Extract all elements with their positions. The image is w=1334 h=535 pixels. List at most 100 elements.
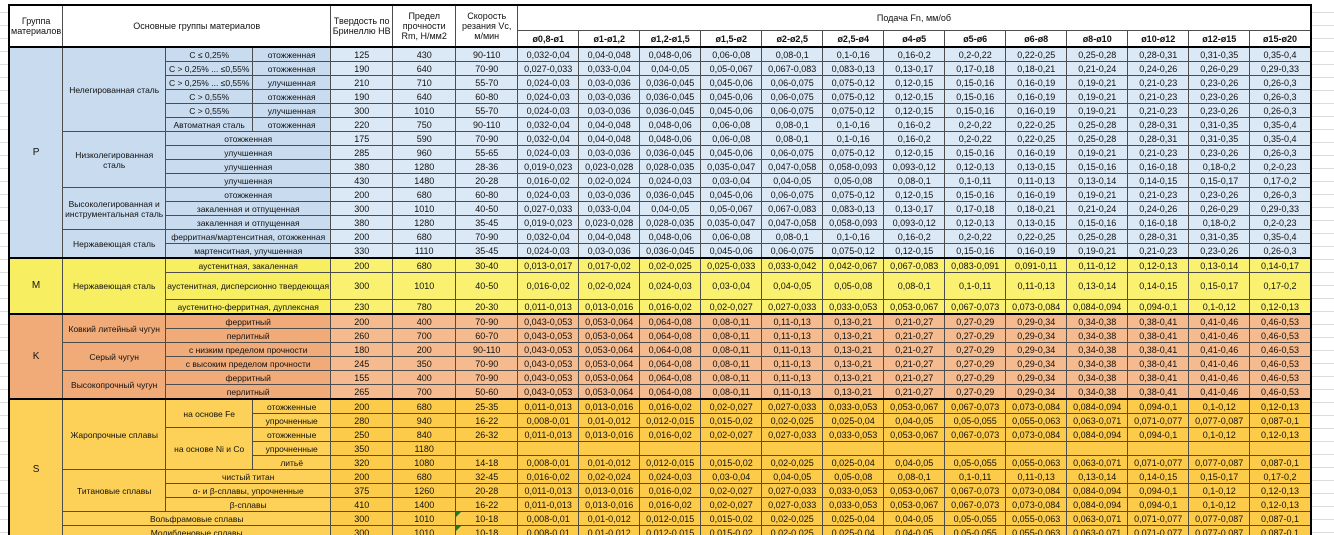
- feed-cell[interactable]: 0,067-0,083: [761, 61, 824, 76]
- feed-cell[interactable]: 0,13-0,14: [1188, 257, 1251, 273]
- feed-cell[interactable]: 0,06-0,08: [700, 229, 763, 244]
- feed-column-header[interactable]: ø5-ø6: [944, 30, 1007, 48]
- feed-cell[interactable]: 0,024-0,03: [639, 173, 702, 188]
- feed-cell[interactable]: 0,15-0,16: [944, 187, 1007, 202]
- strength-cell[interactable]: 840: [392, 427, 457, 442]
- feed-cell[interactable]: 0,04-0,05: [883, 413, 946, 428]
- strength-cell[interactable]: 1280: [392, 159, 457, 174]
- feed-cell[interactable]: 0,063-0,071: [1066, 511, 1129, 526]
- feed-cell[interactable]: 0,06-0,075: [761, 145, 824, 160]
- feed-cell[interactable]: 0,38-0,41: [1127, 384, 1190, 400]
- strength-cell[interactable]: 1280: [392, 215, 457, 230]
- feed-cell[interactable]: 0,1-0,16: [822, 117, 885, 132]
- strength-cell[interactable]: 1110: [392, 243, 457, 259]
- feed-cell[interactable]: [578, 441, 641, 456]
- feed-cell[interactable]: 0,064-0,08: [639, 384, 702, 400]
- feed-cell[interactable]: 0,14-0,15: [1127, 173, 1190, 188]
- feed-cell[interactable]: 0,12-0,13: [1249, 497, 1312, 512]
- condition-cell[interactable]: закаленная и отпущенная: [165, 215, 332, 230]
- feed-cell[interactable]: 0,01-0,012: [578, 455, 641, 470]
- family-cell[interactable]: Титановые сплавы: [62, 469, 167, 512]
- feed-cell[interactable]: 0,027-0,033: [761, 427, 824, 442]
- feed-cell[interactable]: 0,093-0,12: [883, 215, 946, 230]
- feed-cell[interactable]: 0,067-0,073: [944, 497, 1007, 512]
- feed-cell[interactable]: 0,08-0,1: [883, 469, 946, 484]
- feed-cell[interactable]: 0,045-0,06: [700, 145, 763, 160]
- feed-cell[interactable]: 0,11-0,13: [761, 342, 824, 357]
- family-cell[interactable]: Нержавеющая сталь: [62, 257, 167, 315]
- feed-cell[interactable]: 0,29-0,34: [1005, 342, 1068, 357]
- feed-cell[interactable]: 0,41-0,46: [1188, 384, 1251, 400]
- hardness-cell[interactable]: 200: [330, 229, 394, 244]
- speed-cell[interactable]: 60-80: [455, 187, 519, 202]
- feed-cell[interactable]: 0,24-0,26: [1127, 201, 1190, 216]
- feed-cell[interactable]: 0,16-0,2: [883, 229, 946, 244]
- feed-cell[interactable]: 0,087-0,1: [1249, 413, 1312, 428]
- feed-cell[interactable]: 0,27-0,29: [944, 313, 1007, 329]
- family-cell[interactable]: Высокопрочный чугун: [62, 370, 167, 400]
- feed-cell[interactable]: 0,08-0,11: [700, 328, 763, 343]
- subtype-cell[interactable]: C > 0,25% ... ≤0,55%: [165, 75, 254, 90]
- speed-cell[interactable]: 50-60: [455, 384, 519, 400]
- condition-cell[interactable]: отожженные: [252, 398, 332, 414]
- feed-cell[interactable]: 0,067-0,083: [883, 257, 946, 273]
- hardness-cell[interactable]: 300: [330, 511, 394, 526]
- feed-cell[interactable]: 0,21-0,23: [1127, 187, 1190, 202]
- feed-cell[interactable]: 0,013-0,016: [578, 427, 641, 442]
- feed-cell[interactable]: 0,084-0,094: [1066, 483, 1129, 498]
- family-cell[interactable]: Нелегированная сталь: [62, 46, 167, 132]
- feed-cell[interactable]: 0,053-0,064: [578, 328, 641, 343]
- feed-cell[interactable]: 0,06-0,075: [761, 187, 824, 202]
- feed-cell[interactable]: 0,24-0,26: [1127, 61, 1190, 76]
- feed-cell[interactable]: 0,027-0,033: [761, 497, 824, 512]
- feed-cell[interactable]: 0,075-0,12: [822, 145, 885, 160]
- feed-cell[interactable]: 0,34-0,38: [1066, 328, 1129, 343]
- feed-cell[interactable]: 0,094-0,1: [1127, 398, 1190, 414]
- feed-cell[interactable]: 0,22-0,25: [1005, 131, 1068, 146]
- feed-cell[interactable]: 0,12-0,13: [944, 159, 1007, 174]
- feed-cell[interactable]: 0,02-0,027: [700, 483, 763, 498]
- feed-cell[interactable]: 0,15-0,16: [944, 145, 1007, 160]
- speed-cell[interactable]: 40-50: [455, 272, 519, 300]
- speed-cell[interactable]: 20-28: [455, 483, 519, 498]
- feed-cell[interactable]: 0,26-0,29: [1188, 201, 1251, 216]
- strength-cell[interactable]: 940: [392, 413, 457, 428]
- condition-cell[interactable]: отожженная: [165, 187, 332, 202]
- feed-cell[interactable]: 0,06-0,08: [700, 131, 763, 146]
- hardness-cell[interactable]: 280: [330, 413, 394, 428]
- feed-cell[interactable]: 0,16-0,19: [1005, 187, 1068, 202]
- feed-cell[interactable]: 0,16-0,2: [883, 117, 946, 132]
- feed-cell[interactable]: 0,04-0,05: [761, 469, 824, 484]
- feed-cell[interactable]: 0,03-0,04: [700, 272, 763, 300]
- feed-cell[interactable]: 0,25-0,28: [1066, 117, 1129, 132]
- feed-column-header[interactable]: ø8-ø10: [1066, 30, 1129, 48]
- condition-cell[interactable]: упрочненные: [252, 441, 332, 456]
- feed-cell[interactable]: 0,1-0,12: [1188, 483, 1251, 498]
- feed-cell[interactable]: 0,016-0,02: [639, 398, 702, 414]
- feed-cell[interactable]: 0,26-0,3: [1249, 145, 1312, 160]
- subtype-cell[interactable]: на основе Ni и Co: [165, 427, 254, 470]
- feed-cell[interactable]: 0,27-0,29: [944, 370, 1007, 385]
- hardness-cell[interactable]: 180: [330, 342, 394, 357]
- hardness-cell[interactable]: 175: [330, 131, 394, 146]
- feed-cell[interactable]: 0,21-0,27: [883, 384, 946, 400]
- feed-cell[interactable]: 0,064-0,08: [639, 328, 702, 343]
- strength-cell[interactable]: 750: [392, 117, 457, 132]
- feed-cell[interactable]: 0,23-0,26: [1188, 75, 1251, 90]
- feed-cell[interactable]: 0,093-0,12: [883, 159, 946, 174]
- feed-cell[interactable]: 0,02-0,025: [761, 413, 824, 428]
- feed-cell[interactable]: 0,28-0,31: [1127, 46, 1190, 62]
- feed-cell[interactable]: 0,013-0,016: [578, 299, 641, 315]
- speed-cell[interactable]: 70-90: [455, 313, 519, 329]
- feed-cell[interactable]: 0,016-0,02: [639, 483, 702, 498]
- feed-cell[interactable]: 0,012-0,015: [639, 455, 702, 470]
- feed-cell[interactable]: 0,05-0,055: [944, 413, 1007, 428]
- feed-cell[interactable]: 0,1-0,11: [944, 173, 1007, 188]
- feed-cell[interactable]: 0,053-0,064: [578, 370, 641, 385]
- condition-cell[interactable]: α- и β-сплавы, упрочненные: [165, 483, 332, 498]
- strength-cell[interactable]: 430: [392, 46, 457, 62]
- feed-cell[interactable]: 0,053-0,067: [883, 427, 946, 442]
- feed-cell[interactable]: 0,16-0,19: [1005, 243, 1068, 259]
- feed-cell[interactable]: 0,036-0,045: [639, 145, 702, 160]
- feed-cell[interactable]: 0,055-0,063: [1005, 455, 1068, 470]
